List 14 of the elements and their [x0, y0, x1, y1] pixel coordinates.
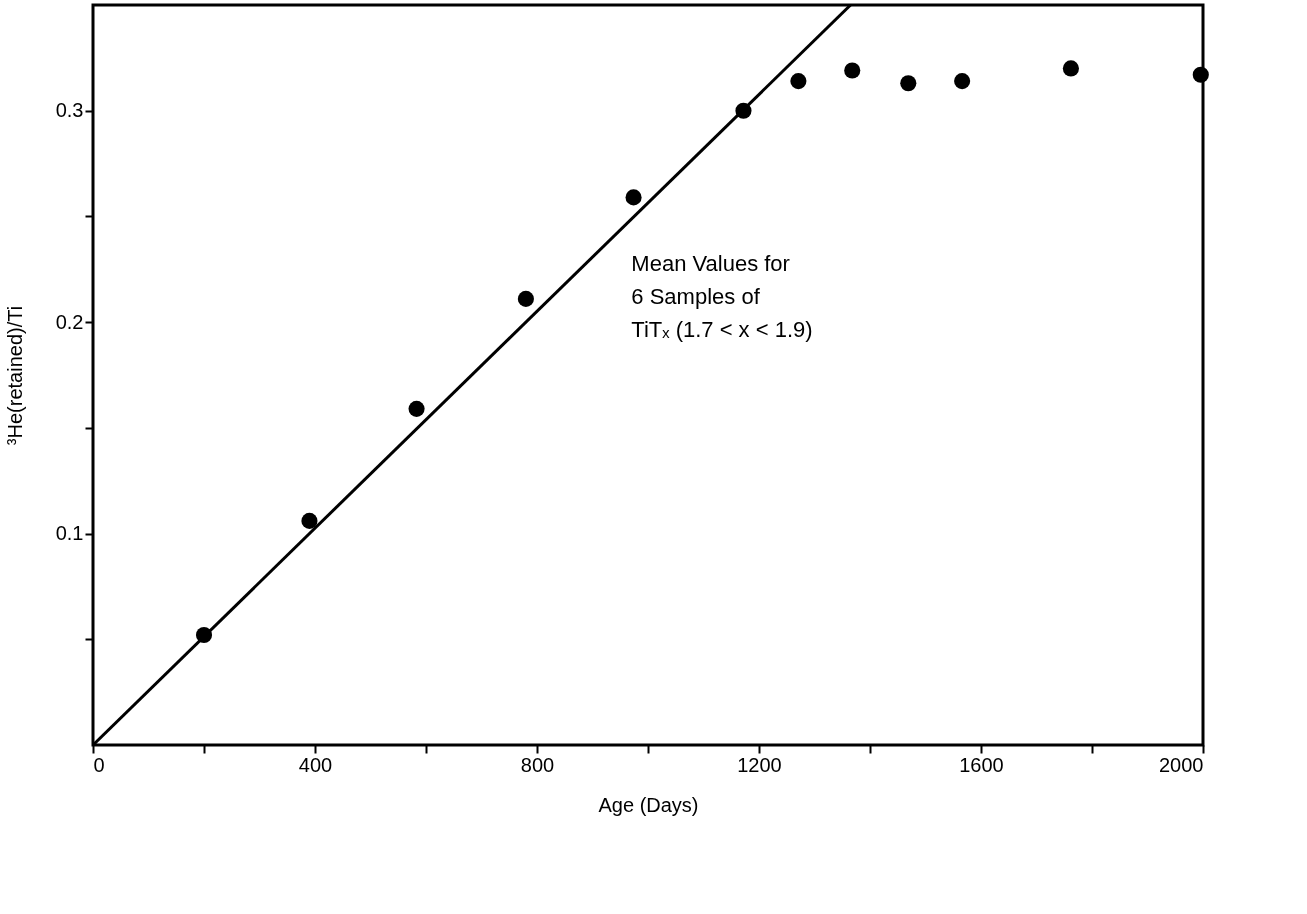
x-tick-label: 800 [520, 753, 555, 776]
x-tick-label: 1200 [737, 753, 782, 776]
x-tick-label: 1600 [959, 753, 1004, 776]
x-tick-label: 0 [93, 753, 105, 776]
x-axis-title: Age (Days) [598, 793, 699, 816]
x-tick-label: 2000 [1159, 753, 1204, 776]
annotation: 6 Samples of [631, 284, 761, 309]
y-tick-label: 0.1 [55, 522, 84, 545]
y-axis-title: ³He(retained)/Ti [3, 305, 26, 446]
y-tick-label: 0.2 [55, 310, 84, 333]
annotation: TiTₓ (1.7 < x < 1.9) [631, 317, 813, 342]
x-tick-label: 400 [298, 753, 333, 776]
annotation: Mean Values for [631, 251, 790, 276]
y-tick-label: 0.3 [55, 99, 84, 122]
